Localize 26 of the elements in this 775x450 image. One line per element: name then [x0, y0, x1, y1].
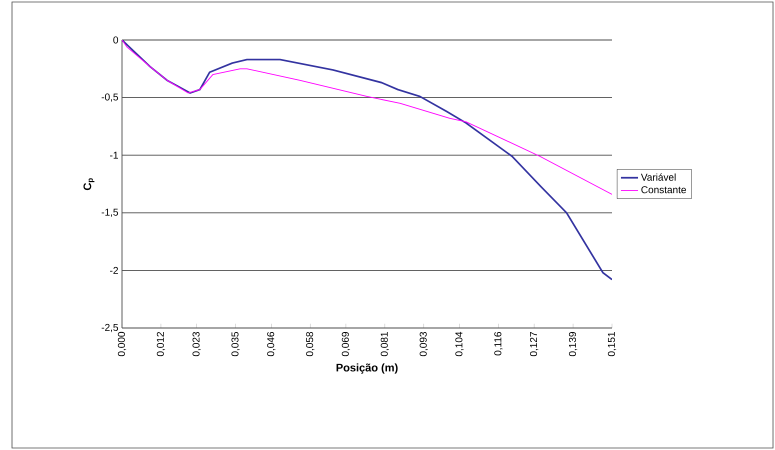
- y-tick-label: -2: [110, 266, 118, 274]
- y-tick-label: -1: [110, 152, 118, 159]
- y-tick-label: -1,5: [102, 208, 118, 217]
- x-tick-label: 0,116: [494, 332, 503, 356]
- x-tick-label: 0,012: [156, 332, 166, 356]
- line-series: [122, 40, 612, 195]
- x-tick-label: 0,023: [192, 332, 201, 356]
- y-tick-label: 0: [113, 36, 118, 44]
- legend-label: Variável: [640, 173, 676, 181]
- x-tick-label: 0,046: [267, 332, 276, 356]
- x-tick-label: 0,093: [420, 332, 428, 356]
- x-tick-label: 0,069: [342, 332, 350, 356]
- x-tick-label: 0,058: [306, 332, 314, 356]
- x-tick-label: 0,081: [380, 332, 389, 356]
- y-axis-title: C$_{p}$: [83, 178, 94, 190]
- x-tick-label: 0,127: [530, 332, 538, 356]
- line-series: [122, 40, 612, 280]
- x-tick-label: 0,000: [118, 332, 126, 356]
- legend-label: Constante: [641, 186, 686, 194]
- x-tick-label: 0,035: [231, 332, 240, 356]
- x-axis-title: Posição (m): [336, 363, 398, 374]
- x-tick-label: 0,139: [568, 332, 578, 356]
- y-tick-label: -2,5: [102, 324, 118, 332]
- y-tick-label: -0,5: [102, 93, 118, 102]
- x-tick-label: 0,151: [608, 332, 616, 356]
- x-tick-label: 0,104: [455, 332, 464, 356]
